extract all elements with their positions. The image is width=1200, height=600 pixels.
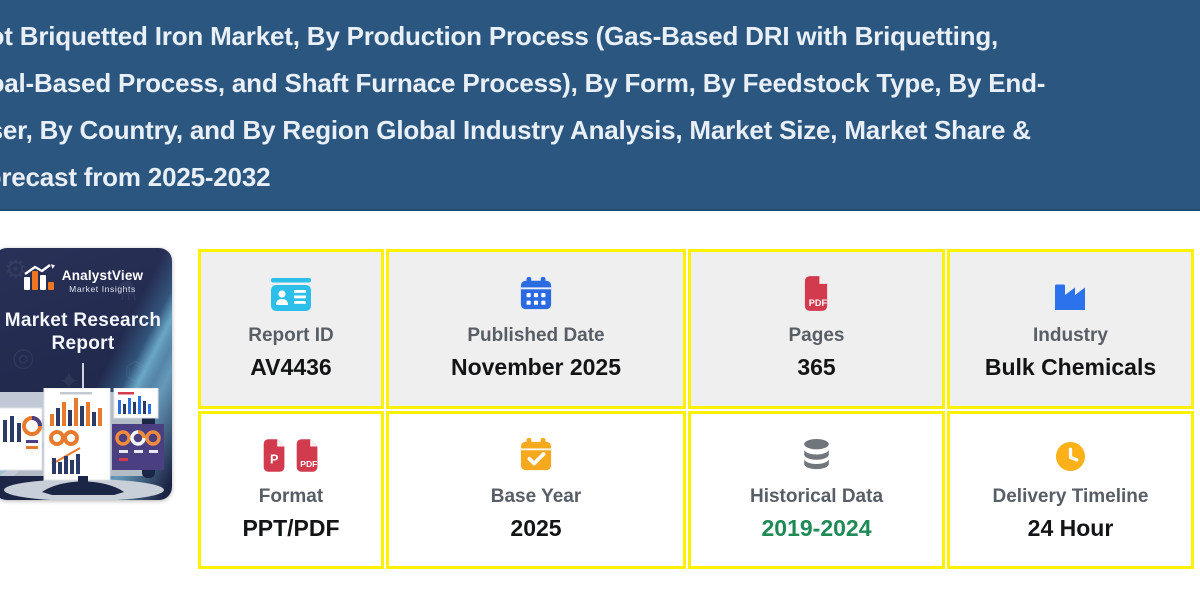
page-header: Hot Briquetted Iron Market, By Productio…: [0, 0, 1200, 211]
info-label: Published Date: [467, 325, 605, 346]
doc-center: [43, 387, 111, 481]
analystview-logo: AnalystView Market Insights: [0, 264, 172, 297]
info-label: Pages: [788, 325, 845, 346]
info-cell-report-id: Report ID AV4436: [198, 249, 384, 409]
pdf-file-icon: PDF: [802, 276, 831, 311]
report-title-line: Forecast from 2025-2032: [0, 162, 271, 192]
info-cell-historical-data: Historical Data 2019-2024: [688, 411, 945, 569]
watermark-icon: ◎: [12, 342, 35, 372]
info-cell-base-year: Base Year 2025: [386, 411, 686, 569]
svg-text:P: P: [270, 453, 278, 467]
brand-tagline: Market Insights: [69, 283, 136, 294]
database-icon: [801, 438, 832, 472]
report-title-line: Coal-Based Process, and Shaft Furnace Pr…: [0, 68, 1046, 98]
info-value: Bulk Chemicals: [984, 354, 1157, 380]
info-label: Report ID: [248, 325, 334, 346]
info-value: AV4436: [250, 354, 332, 380]
info-value: 365: [797, 354, 836, 380]
logo-barchart-icon: [23, 264, 55, 297]
watermark-icon: ⚙: [4, 254, 28, 284]
card-divider-line: [82, 363, 84, 391]
brand-name: AnalystView: [61, 267, 144, 283]
info-cell-published-date: Published Date November 2025: [386, 249, 686, 409]
info-label: Base Year: [490, 486, 582, 507]
info-label: Historical Data: [749, 486, 884, 507]
calendar-icon: [519, 277, 553, 311]
svg-text:PDF: PDF: [300, 459, 317, 469]
purple-dashboard-panel: [112, 424, 164, 470]
doc-left: [0, 407, 43, 471]
info-label: Format: [258, 486, 324, 507]
ppt-pdf-files-icon: P PDF: [261, 438, 321, 472]
monitor-illustration: [0, 387, 172, 500]
report-meta-grid: Report ID AV4436 Published Date November…: [198, 249, 1194, 569]
factory-icon: [1053, 277, 1089, 311]
info-cell-delivery-timeline: Delivery Timeline 24 Hour: [947, 411, 1194, 569]
info-value: November 2025: [450, 354, 622, 380]
doc-top-right: [113, 387, 159, 419]
calendar-check-icon: [519, 438, 553, 472]
info-cell-pages: PDF Pages 365: [688, 249, 945, 409]
info-value: PPT/PDF: [242, 515, 340, 541]
report-cover-card: ⚙ ⚗ ◎ ⌬ ✦ AnalystView Market Insights Ma…: [0, 248, 172, 500]
info-label: Industry: [1033, 325, 1108, 346]
report-title: Hot Briquetted Iron Market, By Productio…: [0, 0, 1200, 201]
svg-text:PDF: PDF: [809, 298, 828, 308]
report-title-line: Hot Briquetted Iron Market, By Productio…: [0, 21, 999, 51]
info-value: 2025: [510, 515, 562, 541]
info-cell-industry: Industry Bulk Chemicals: [947, 249, 1194, 409]
info-value: 24 Hour: [1027, 515, 1114, 541]
info-cell-format: P PDF Format PPT/PDF: [198, 411, 384, 569]
watermark-icon: ⚗: [114, 276, 138, 306]
id-card-icon: [269, 277, 313, 311]
report-title-line: User, By Country, and By Region Global I…: [0, 115, 1031, 145]
clock-icon: [1055, 438, 1086, 472]
card-title: Market Research Report: [4, 310, 162, 354]
info-value: 2019-2024: [761, 515, 872, 541]
info-label: Delivery Timeline: [992, 486, 1149, 507]
